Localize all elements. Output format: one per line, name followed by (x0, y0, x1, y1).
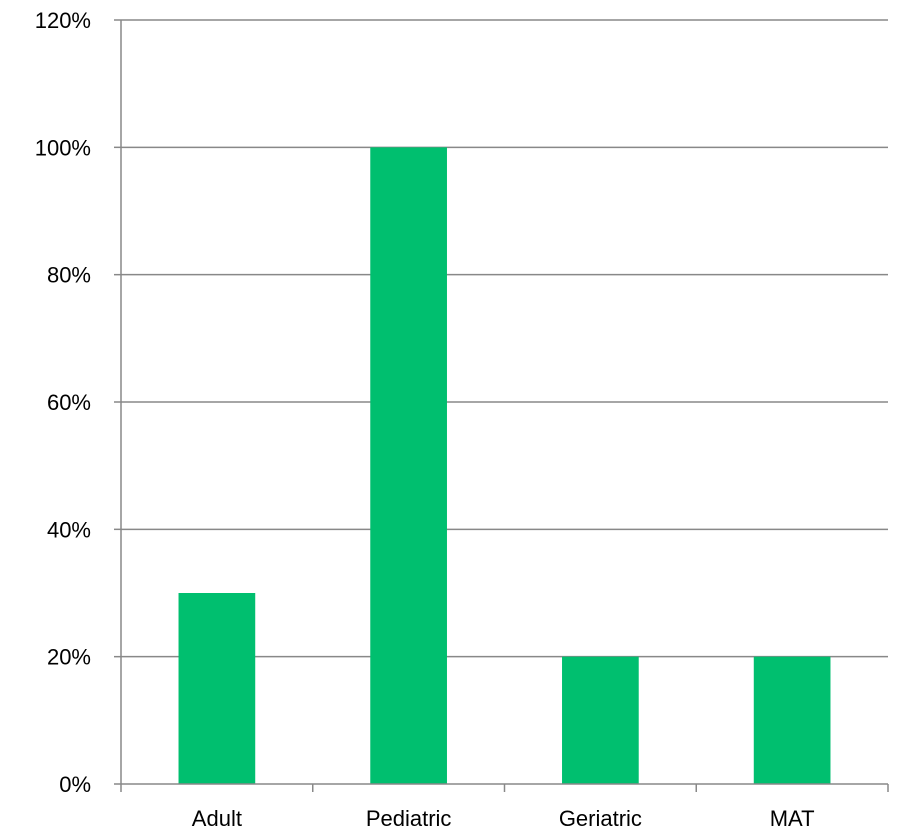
x-tick-label: Adult (192, 806, 242, 831)
y-tick-label: 80% (47, 263, 91, 288)
y-tick-label: 40% (47, 517, 91, 542)
y-tick-label: 60% (47, 390, 91, 415)
x-tick-label: Geriatric (559, 806, 642, 831)
y-tick-label: 20% (47, 645, 91, 670)
bars (178, 147, 831, 785)
y-tick-label: 120% (35, 8, 91, 33)
y-tick-label: 0% (59, 772, 91, 797)
tick-labels: 0% 20% 40% 60% 80% 100% 120% Adult Pediatric Geri… (35, 8, 815, 831)
bar-pediatric (370, 147, 447, 785)
axes (114, 19, 889, 792)
x-tick-label: MAT (770, 806, 815, 831)
bar-mat (753, 656, 831, 784)
y-tick-label: 100% (35, 135, 91, 160)
x-tick-label: Pediatric (366, 806, 452, 831)
gridlines (121, 19, 888, 658)
bar-geriatric (562, 656, 639, 784)
bar-adult (178, 593, 256, 784)
